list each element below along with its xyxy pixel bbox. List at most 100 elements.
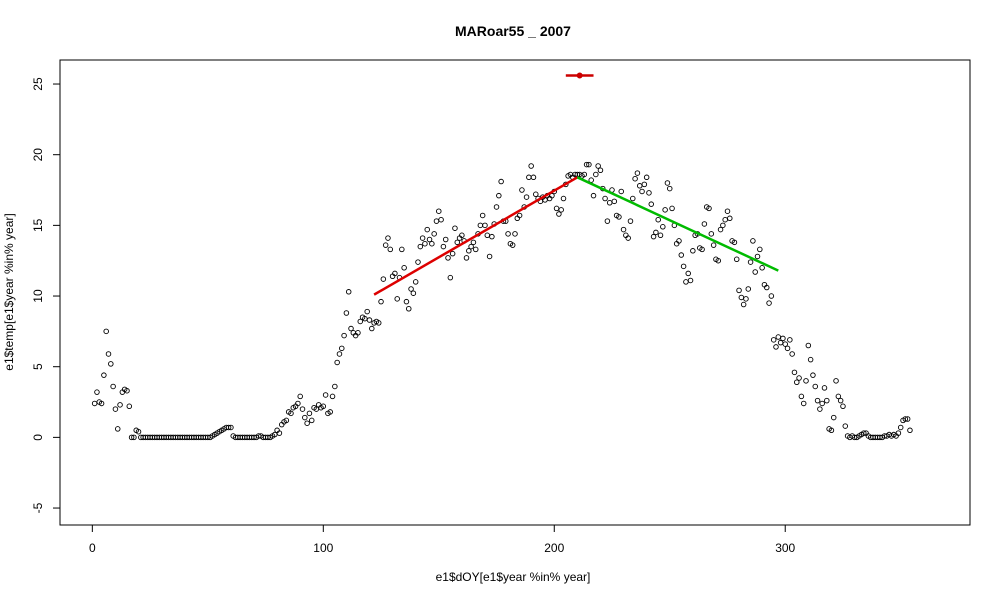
data-point bbox=[466, 248, 472, 254]
data-point bbox=[412, 279, 419, 285]
data-point bbox=[98, 400, 105, 407]
data-point bbox=[842, 423, 849, 429]
data-point bbox=[228, 424, 234, 431]
data-point bbox=[553, 205, 560, 212]
data-point bbox=[385, 235, 391, 241]
data-point bbox=[840, 403, 846, 410]
data-point bbox=[403, 298, 410, 305]
data-point bbox=[124, 387, 130, 394]
data-point bbox=[424, 226, 430, 233]
data-point bbox=[745, 286, 752, 292]
data-point bbox=[593, 171, 599, 178]
data-point bbox=[683, 279, 689, 285]
data-point bbox=[798, 393, 805, 400]
x-tick-label: 0 bbox=[89, 541, 96, 555]
data-point bbox=[452, 225, 458, 231]
data-point bbox=[101, 372, 107, 378]
data-point bbox=[477, 222, 484, 229]
data-point bbox=[343, 310, 350, 316]
data-point bbox=[764, 284, 770, 291]
data-point bbox=[699, 246, 705, 253]
data-point bbox=[708, 231, 715, 237]
data-point bbox=[468, 243, 474, 250]
data-point bbox=[662, 207, 668, 213]
data-point bbox=[710, 242, 717, 248]
data-point bbox=[752, 269, 758, 275]
data-point bbox=[523, 194, 530, 200]
y-tick-label: 0 bbox=[31, 434, 45, 441]
data-point bbox=[505, 231, 511, 237]
data-point bbox=[431, 231, 437, 237]
data-point bbox=[814, 397, 821, 404]
peak-marker-layer bbox=[565, 72, 594, 79]
x-tick-label: 200 bbox=[544, 541, 564, 555]
data-point bbox=[821, 385, 828, 391]
data-point bbox=[103, 328, 109, 335]
data-point bbox=[329, 393, 336, 400]
data-point bbox=[526, 174, 532, 181]
data-point bbox=[805, 342, 812, 349]
data-point bbox=[604, 218, 611, 224]
y-tick-label: 15 bbox=[31, 218, 45, 232]
data-point bbox=[641, 181, 648, 188]
y-tick-label: -5 bbox=[31, 502, 45, 513]
data-point bbox=[780, 335, 786, 342]
data-point bbox=[422, 240, 428, 247]
data-points bbox=[91, 161, 913, 441]
data-point bbox=[334, 359, 340, 366]
data-point bbox=[433, 218, 440, 224]
data-point bbox=[669, 205, 675, 212]
data-point bbox=[528, 163, 534, 169]
y-tick-label: 25 bbox=[31, 77, 45, 91]
data-point bbox=[770, 337, 777, 343]
data-point bbox=[426, 236, 433, 243]
data-point bbox=[288, 410, 294, 417]
data-point bbox=[399, 246, 405, 253]
data-point bbox=[819, 400, 825, 407]
data-point bbox=[369, 325, 375, 332]
data-point bbox=[835, 393, 842, 400]
data-point bbox=[560, 195, 567, 202]
data-point bbox=[489, 233, 495, 240]
data-point bbox=[530, 174, 537, 181]
data-point bbox=[733, 256, 740, 263]
data-point bbox=[895, 430, 902, 436]
data-point bbox=[306, 410, 313, 417]
data-point bbox=[394, 296, 400, 302]
y-tick-label: 5 bbox=[31, 363, 45, 370]
data-point bbox=[327, 409, 333, 415]
data-point bbox=[618, 188, 624, 195]
data-point bbox=[429, 240, 435, 247]
data-point bbox=[794, 379, 800, 385]
data-point bbox=[378, 298, 384, 305]
data-point bbox=[415, 259, 421, 265]
data-point bbox=[666, 185, 673, 192]
data-point bbox=[406, 306, 412, 312]
data-point bbox=[722, 216, 728, 223]
data-point bbox=[595, 163, 601, 169]
data-point bbox=[701, 221, 708, 227]
data-point bbox=[678, 252, 685, 258]
x-axis-title: e1$dOY[e1$year %in% year] bbox=[436, 570, 591, 584]
data-point bbox=[382, 242, 389, 248]
data-point bbox=[556, 211, 562, 217]
data-point bbox=[743, 296, 749, 302]
data-point bbox=[304, 420, 310, 426]
data-point bbox=[736, 287, 742, 294]
data-point bbox=[648, 201, 655, 207]
data-point bbox=[135, 428, 142, 435]
data-point bbox=[791, 369, 798, 376]
data-point bbox=[602, 195, 608, 202]
data-point bbox=[759, 265, 765, 271]
data-point bbox=[655, 216, 661, 223]
data-point bbox=[897, 424, 904, 431]
rising-fit-line bbox=[373, 176, 578, 296]
data-point bbox=[657, 232, 664, 239]
data-point bbox=[766, 300, 772, 306]
data-point bbox=[91, 400, 98, 407]
data-point bbox=[715, 257, 721, 264]
data-point bbox=[724, 208, 731, 214]
data-point bbox=[110, 383, 116, 390]
data-point bbox=[472, 246, 479, 253]
